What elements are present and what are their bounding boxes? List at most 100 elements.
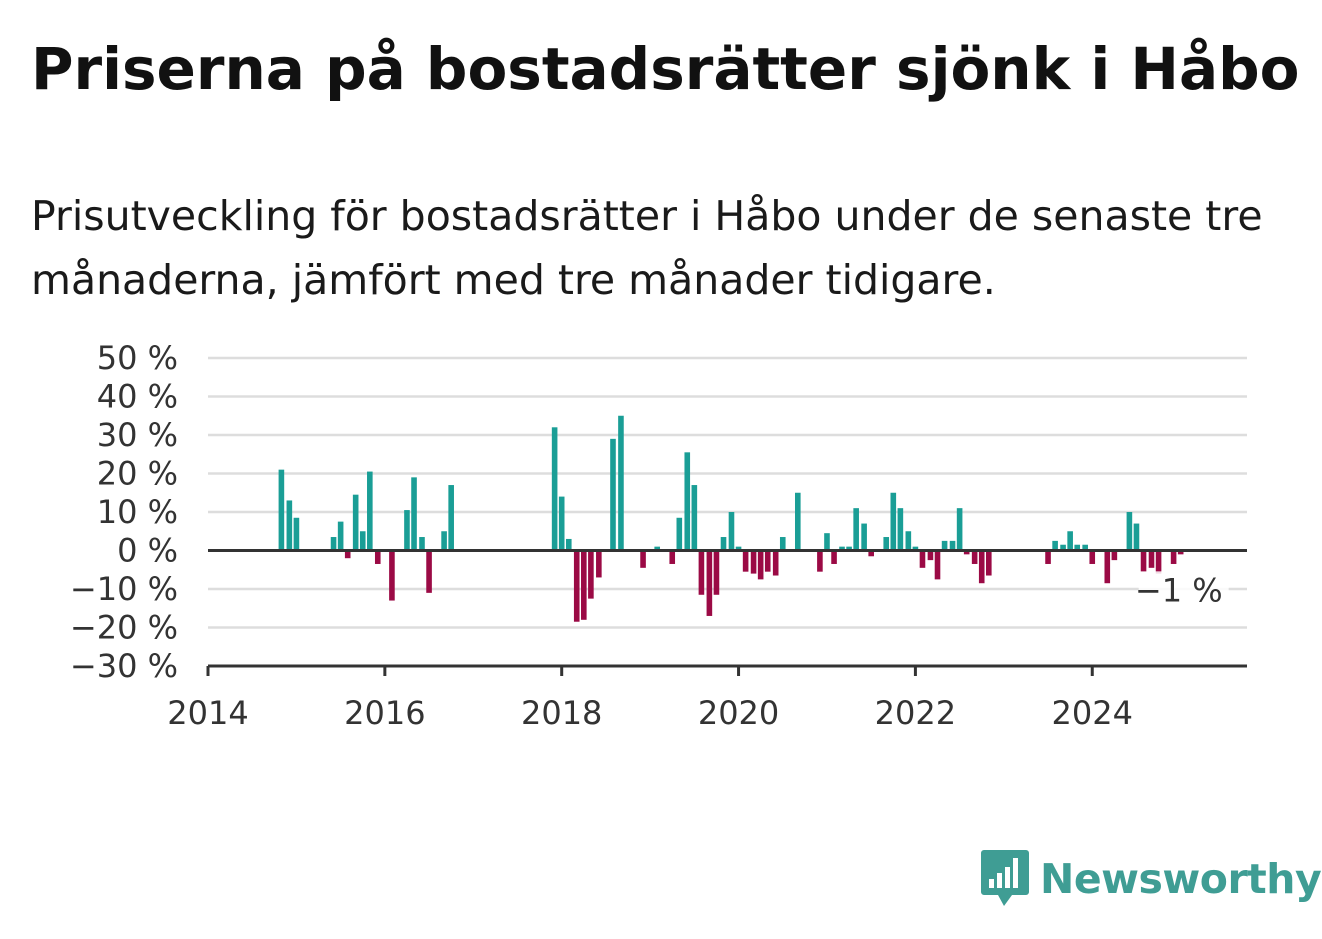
bar [278, 469, 285, 551]
x-tick-label: 2016 [344, 694, 425, 732]
bar [817, 550, 823, 572]
bars [278, 415, 1184, 622]
bar [352, 494, 359, 551]
x-tick-label: 2018 [521, 694, 602, 732]
bar [1140, 550, 1147, 572]
bar [573, 550, 580, 622]
bar [963, 550, 970, 555]
bar [448, 485, 454, 551]
bar [927, 550, 934, 561]
bar [337, 521, 344, 551]
y-tick-label: 50 % [97, 339, 178, 377]
bar [551, 427, 558, 551]
bar [1126, 512, 1133, 551]
bar [411, 477, 417, 551]
bar [742, 550, 749, 572]
bar [905, 531, 912, 551]
y-tick-label: −10 % [70, 570, 178, 608]
bar [890, 492, 897, 551]
bar [949, 540, 956, 551]
y-tick-label: 20 % [97, 455, 178, 493]
bar [684, 452, 691, 551]
bar [934, 550, 941, 580]
axes [208, 549, 1247, 668]
y-axis-ticks: −30 %−20 %−10 %0 %10 %20 %30 %40 %50 % [70, 339, 178, 685]
bar [1170, 550, 1177, 564]
bar [359, 531, 366, 551]
bar [764, 550, 771, 572]
bar [441, 531, 447, 551]
bar [772, 550, 779, 576]
brand-name: Newsworthy [1040, 855, 1322, 903]
bar [883, 537, 890, 551]
annotation-background [1138, 571, 1229, 608]
bar [404, 510, 410, 551]
bar [1177, 550, 1184, 555]
bar [1074, 544, 1081, 551]
bar [971, 550, 978, 564]
bar [558, 496, 565, 551]
grid-lines [208, 356, 1247, 629]
bar [720, 537, 727, 551]
bar [956, 508, 963, 551]
bar [861, 523, 867, 551]
bar [610, 438, 616, 551]
bar-chart: −30 %−20 %−10 %0 %10 %20 %30 %40 %50 % 2… [70, 339, 1247, 732]
bar-chart-bubble-icon [981, 850, 1029, 906]
bar [1133, 523, 1140, 551]
bar [426, 550, 432, 593]
bar [581, 550, 587, 620]
bar [389, 550, 395, 601]
bar [853, 508, 859, 551]
bar [698, 550, 705, 595]
bar [374, 550, 381, 564]
bar [824, 533, 830, 551]
y-tick-label: 10 % [97, 493, 178, 531]
y-tick-label: −30 % [70, 647, 178, 685]
bar [1082, 544, 1088, 551]
bar [640, 550, 646, 568]
bar [565, 538, 572, 551]
y-tick-label: −20 % [70, 609, 178, 647]
bar [286, 500, 293, 551]
bar [912, 546, 919, 551]
bar [1148, 550, 1155, 568]
newsworthy-logo: Newsworthy [980, 848, 1322, 910]
bar [654, 546, 661, 551]
bar [919, 550, 926, 568]
bar [588, 550, 594, 599]
bar [846, 546, 852, 551]
bar [713, 550, 720, 595]
bar [669, 550, 676, 564]
bar [618, 415, 624, 551]
annotation-label: −1 % [1135, 571, 1223, 609]
bar [831, 550, 837, 564]
bar [978, 550, 985, 584]
bar [868, 550, 874, 557]
x-tick-label: 2014 [167, 694, 248, 732]
bar [1155, 550, 1162, 574]
bar [596, 550, 602, 578]
bar [1052, 540, 1058, 551]
bar [985, 550, 992, 576]
annotation: −1 % [1135, 571, 1229, 609]
chart-title: Priserna på bostadsrätter sjönk i Håbo [31, 35, 1300, 103]
bar [330, 537, 337, 551]
bar [757, 550, 764, 580]
bar [367, 471, 373, 551]
bar [691, 485, 698, 551]
bar [293, 517, 300, 551]
bar [735, 546, 742, 551]
bar [1089, 550, 1096, 564]
x-tick-label: 2024 [1052, 694, 1133, 732]
y-tick-label: 0 % [117, 532, 178, 570]
bar [941, 540, 948, 551]
bar [1111, 550, 1118, 561]
bar [706, 550, 713, 616]
chart-subtitle: Prisutveckling för bostadsrätter i Håbo … [31, 192, 1263, 304]
bar [1067, 531, 1073, 551]
bar [728, 512, 735, 551]
bar [1045, 550, 1051, 564]
bar [419, 537, 425, 551]
bar [779, 537, 786, 551]
